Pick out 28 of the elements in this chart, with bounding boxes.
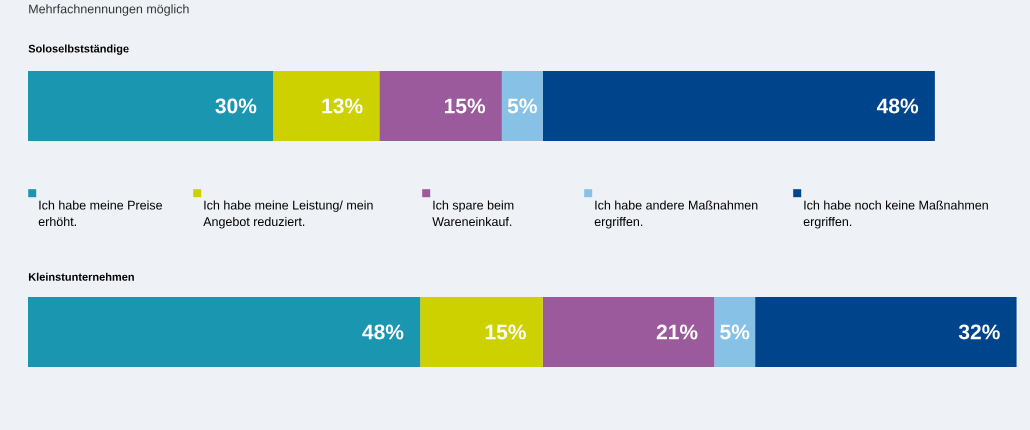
legend-label: Ich habe meine Leistung/ mein Angebot reduziert.	[203, 200, 373, 229]
bar	[714, 296, 756, 367]
bar	[501, 71, 543, 141]
bar	[273, 71, 380, 141]
data-label: 15%	[485, 324, 526, 340]
data-label: 5%	[720, 324, 750, 340]
bar	[28, 71, 274, 141]
bar	[420, 296, 543, 367]
chart-title: Kleinstunternehmen	[28, 272, 134, 281]
data-label: 21%	[656, 324, 698, 340]
bar	[28, 296, 421, 367]
data-label: 15%	[444, 98, 486, 114]
legend-label: Ich habe meine Preise erhöht.	[38, 200, 163, 227]
data-label: 32%	[958, 324, 1000, 340]
data-label: 13%	[322, 98, 363, 114]
legend-label: Ich habe noch keine Maßnahmen ergriffen.	[803, 200, 988, 229]
bar	[379, 71, 502, 141]
data-label: 5%	[507, 98, 537, 114]
data-label: 48%	[876, 98, 919, 114]
legend-label: Ich spare beim Wareneinkauf.	[432, 200, 514, 227]
bar	[755, 296, 1017, 367]
chart-title: Soloselbstständige	[28, 44, 129, 55]
text: Mehrfachnennungen möglich	[29, 4, 189, 16]
data-label: 30%	[215, 98, 257, 114]
bar	[542, 296, 715, 367]
bar	[542, 71, 935, 141]
data-label: 48%	[362, 324, 404, 340]
legend-label: Ich habe andere Maßnahmen ergriffen.	[594, 200, 758, 229]
